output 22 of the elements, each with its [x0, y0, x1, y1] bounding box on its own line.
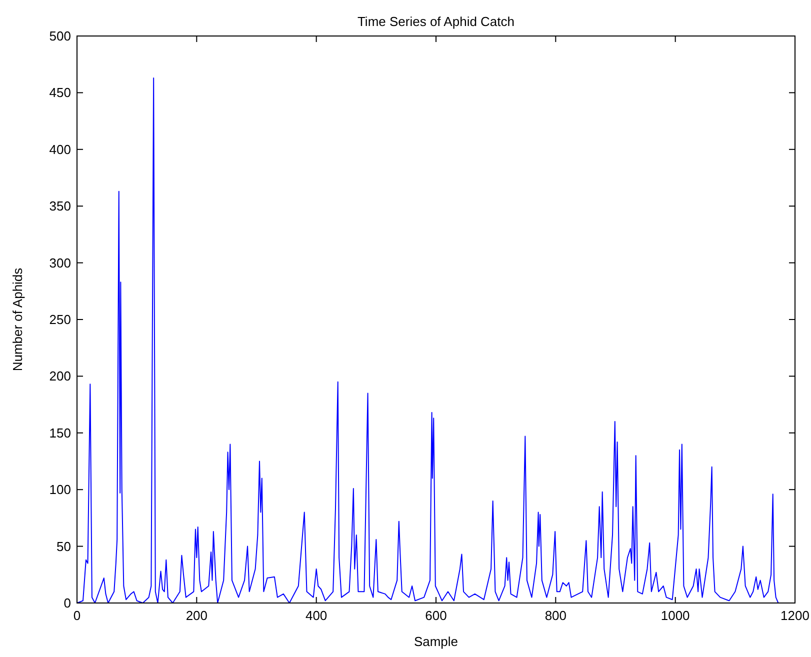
- y-tick-label: 50: [56, 538, 71, 554]
- x-tick-label: 1000: [660, 608, 690, 623]
- y-tick-label: 300: [49, 255, 71, 270]
- y-tick-label: 200: [49, 368, 71, 384]
- x-tick-label: 0: [73, 608, 81, 623]
- x-tick-label: 600: [425, 608, 447, 623]
- x-axis-title: Sample: [414, 634, 458, 649]
- y-tick-label: 400: [49, 142, 71, 157]
- chart-title: Time Series of Aphid Catch: [357, 14, 515, 29]
- y-tick-label: 250: [49, 312, 71, 327]
- y-tick-label: 150: [49, 425, 71, 440]
- y-tick-label: 350: [49, 198, 71, 214]
- y-axis-title: Number of Aphids: [10, 267, 25, 372]
- x-tick-label: 200: [186, 608, 208, 623]
- line-series: [76, 77, 779, 604]
- y-tick-label: 450: [49, 85, 71, 100]
- y-tick-label: 500: [49, 28, 71, 44]
- x-tick-label: 400: [305, 608, 328, 623]
- x-tick-label: 1200: [780, 608, 810, 623]
- x-tick-label: 800: [544, 608, 567, 623]
- y-tick-label: 100: [49, 482, 71, 498]
- y-tick-label: 0: [64, 596, 71, 610]
